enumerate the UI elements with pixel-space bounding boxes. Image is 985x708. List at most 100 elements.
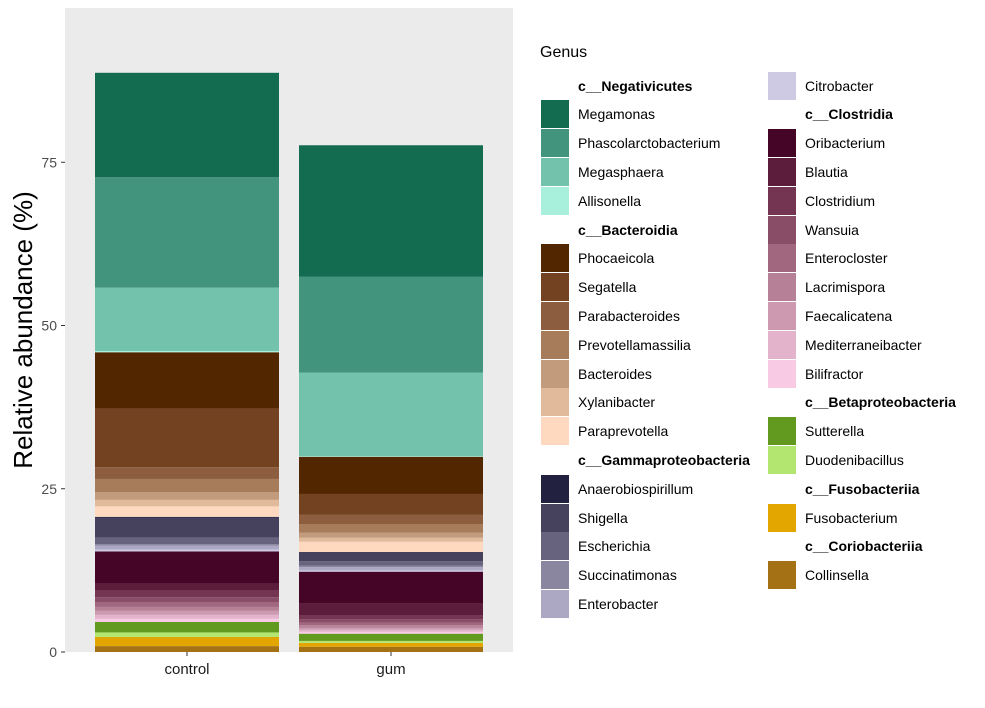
bar-segment-gum-faecalicatena <box>299 627 483 630</box>
legend-group-header: c__Gammaproteobacteria <box>541 445 750 474</box>
bar-segment-control-paraprevotella <box>95 506 279 517</box>
legend-item: Segatella <box>541 273 636 302</box>
legend-label: Paraprevotella <box>578 423 669 440</box>
bar-segment-gum-enterobacter <box>299 567 483 571</box>
legend-item: Lacrimispora <box>768 273 885 302</box>
bar-segment-gum-escherichia <box>299 561 483 566</box>
legend-key-swatch <box>768 561 796 590</box>
legend-key-swatch <box>541 446 569 474</box>
legend-key-swatch <box>541 474 569 503</box>
legend-key-swatch <box>768 157 796 186</box>
x-tick-label-gum: gum <box>376 661 405 678</box>
legend-item: Mediterraneibacter <box>768 330 922 359</box>
bar-segment-control-succinatimonas <box>95 544 279 546</box>
bar-segment-control-collinsella <box>95 646 279 652</box>
bar-segment-gum-fusobacterium <box>299 642 483 647</box>
bar-segment-gum-mediterraneibacter <box>299 629 483 632</box>
legend-item: Phocaeicola <box>541 244 654 273</box>
legend-key-swatch <box>541 216 569 244</box>
legend-key-swatch <box>541 129 569 158</box>
legend-group-header: c__Bacteroidia <box>541 215 678 244</box>
bar-segment-control-citrobacter <box>95 549 279 552</box>
bar-segment-control-megasphaera <box>95 287 279 351</box>
legend-key-swatch <box>768 273 796 302</box>
bar-segment-control-xylanibacter <box>95 499 279 507</box>
legend-label: Clostridium <box>805 192 876 209</box>
bar-segment-control-shigella <box>95 517 279 538</box>
legend-group-header: c__Clostridia <box>768 100 893 129</box>
legend-item: Sutterella <box>768 417 864 446</box>
legend-item: Bilifractor <box>768 359 863 388</box>
legend-label: Oribacterium <box>805 135 886 152</box>
legend-label: Duodenibacillus <box>805 451 904 468</box>
legend-key-swatch <box>541 273 569 302</box>
bar-segment-control-parabacteroides <box>95 467 279 479</box>
legend-key-swatch <box>541 244 569 273</box>
legend-label: c__Bacteroidia <box>578 221 678 238</box>
bar-segment-control-wansuia <box>95 597 279 603</box>
y-tick-label: 75 <box>41 154 57 170</box>
bar-segment-control-bilifractor <box>95 618 279 622</box>
legend-item: Parabacteroides <box>541 301 680 330</box>
legend-key-swatch <box>541 100 569 129</box>
y-axis-label: Relative abundance (%) <box>8 191 38 469</box>
legend-key-swatch <box>768 186 796 215</box>
legend-label: Enterocloster <box>805 250 888 267</box>
bar-segment-gum-megamonas <box>299 145 483 277</box>
bar-segment-gum-bilifractor <box>299 631 483 634</box>
bar-segment-control-phocaeicola <box>95 352 279 409</box>
legend-item: Duodenibacillus <box>768 445 904 474</box>
bar-segment-gum-phascolarctobacterium <box>299 276 483 373</box>
y-tick-label: 0 <box>49 644 57 660</box>
legend-item: Xylanibacter <box>541 388 655 417</box>
bar-segment-gum-allisonella <box>299 456 483 457</box>
legend-key-swatch <box>768 388 796 416</box>
bar-segment-gum-wansuia <box>299 619 483 623</box>
legend-item: Oribacterium <box>768 129 885 158</box>
legend-item: Blautia <box>768 157 848 186</box>
bar-segment-gum-phocaeicola <box>299 456 483 494</box>
legend-key-swatch <box>768 503 796 532</box>
legend-key-swatch <box>541 157 569 186</box>
legend-item: Phascolarctobacterium <box>541 129 720 158</box>
legend-key-swatch <box>541 532 569 561</box>
legend-key-swatch <box>541 330 569 359</box>
bar-segment-control-enterocloster <box>95 602 279 607</box>
bar-segment-control-lacrimispora <box>95 606 279 611</box>
x-tick-label-control: control <box>164 661 209 678</box>
legend-item: Faecalicatena <box>768 301 892 330</box>
legend-key-swatch <box>768 244 796 273</box>
legend-key-swatch <box>541 186 569 215</box>
bar-segment-gum-anaerobiospirillum <box>299 552 483 554</box>
legend-key-swatch <box>768 71 796 100</box>
legend-item: Bacteroides <box>541 359 652 388</box>
bar-segment-control-allisonella <box>95 350 279 353</box>
bar-segment-control-segatella <box>95 408 279 468</box>
legend-key-swatch <box>541 301 569 330</box>
legend-item: Megamonas <box>541 100 655 129</box>
bar-segment-gum-lacrimispora <box>299 625 483 628</box>
legend-label: c__Betaproteobacteria <box>805 394 956 411</box>
bar-segment-gum-citrobacter <box>299 570 483 572</box>
legend-item: Escherichia <box>541 532 650 561</box>
legend-key-swatch <box>768 330 796 359</box>
legend-group-header: c__Coriobacteriia <box>768 532 923 561</box>
bar-segment-control-escherichia <box>95 537 279 545</box>
legend-label: Shigella <box>578 509 628 526</box>
bar-segment-control-clostridium <box>95 590 279 598</box>
bar-segment-control-fusobacterium <box>95 636 279 647</box>
legend-item: Prevotellamassilia <box>541 330 691 359</box>
bar-segment-control-duodenibacillus <box>95 632 279 637</box>
legend-key-swatch <box>541 503 569 532</box>
legend-label: Anaerobiospirillum <box>578 480 694 497</box>
legend-item: Wansuia <box>768 215 859 244</box>
legend-label: Mediterraneibacter <box>805 336 922 353</box>
legend-key-swatch <box>768 445 796 474</box>
legend-label: Lacrimispora <box>805 279 886 296</box>
legend-item: Anaerobiospirillum <box>541 474 693 503</box>
legend-label: Faecalicatena <box>805 307 893 324</box>
legend-label: Fusobacterium <box>805 509 898 526</box>
bar-segment-gum-clostridium <box>299 615 483 620</box>
legend-item: Paraprevotella <box>541 417 668 446</box>
